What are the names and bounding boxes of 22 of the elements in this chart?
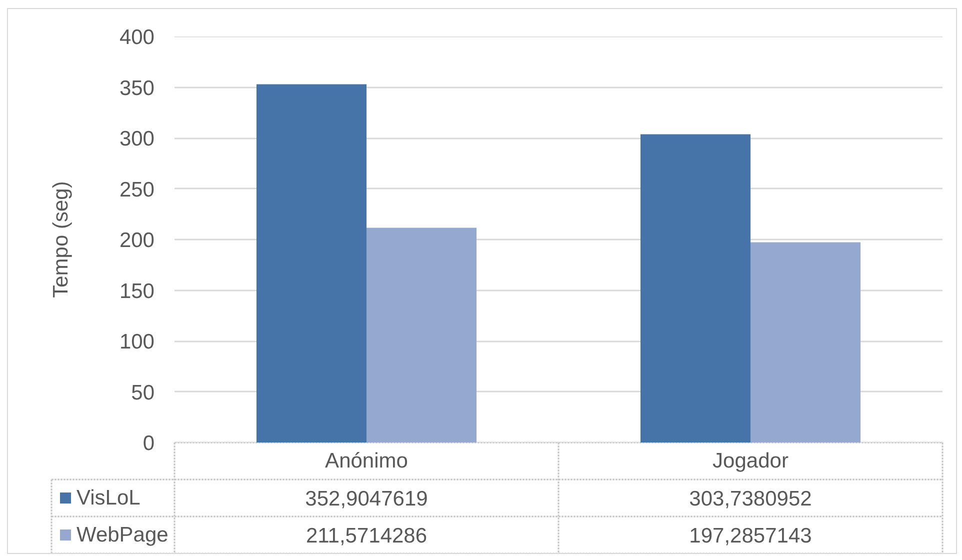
data-label: 352,9047619 (305, 488, 428, 510)
data-label: 303,7380952 (689, 488, 812, 510)
data-label: 211,5714286 (306, 524, 428, 548)
y-tick-label: 400 (119, 26, 155, 49)
legend-label: WebPage (76, 524, 168, 546)
y-tick-label: 100 (119, 330, 155, 354)
y-tick-label: 0 (142, 432, 155, 455)
y-tick-label: 150 (119, 280, 155, 303)
data-label: 197,2857143 (689, 524, 812, 548)
bar (750, 242, 861, 442)
legend-label: VisLoL (76, 486, 140, 510)
y-tick-label: 300 (119, 128, 155, 150)
bar (256, 84, 366, 442)
bar (640, 134, 750, 442)
y-tick-label: 200 (119, 229, 155, 252)
x-tick-label: Jogador (712, 450, 788, 472)
y-tick-label: 250 (119, 178, 155, 202)
y-tick-label: 50 (131, 381, 154, 404)
x-tick-label: Anónimo (325, 450, 408, 472)
y-tick-label: 350 (119, 76, 155, 100)
bar (366, 228, 477, 442)
y-axis-title: Tempo (seg) (49, 181, 72, 298)
